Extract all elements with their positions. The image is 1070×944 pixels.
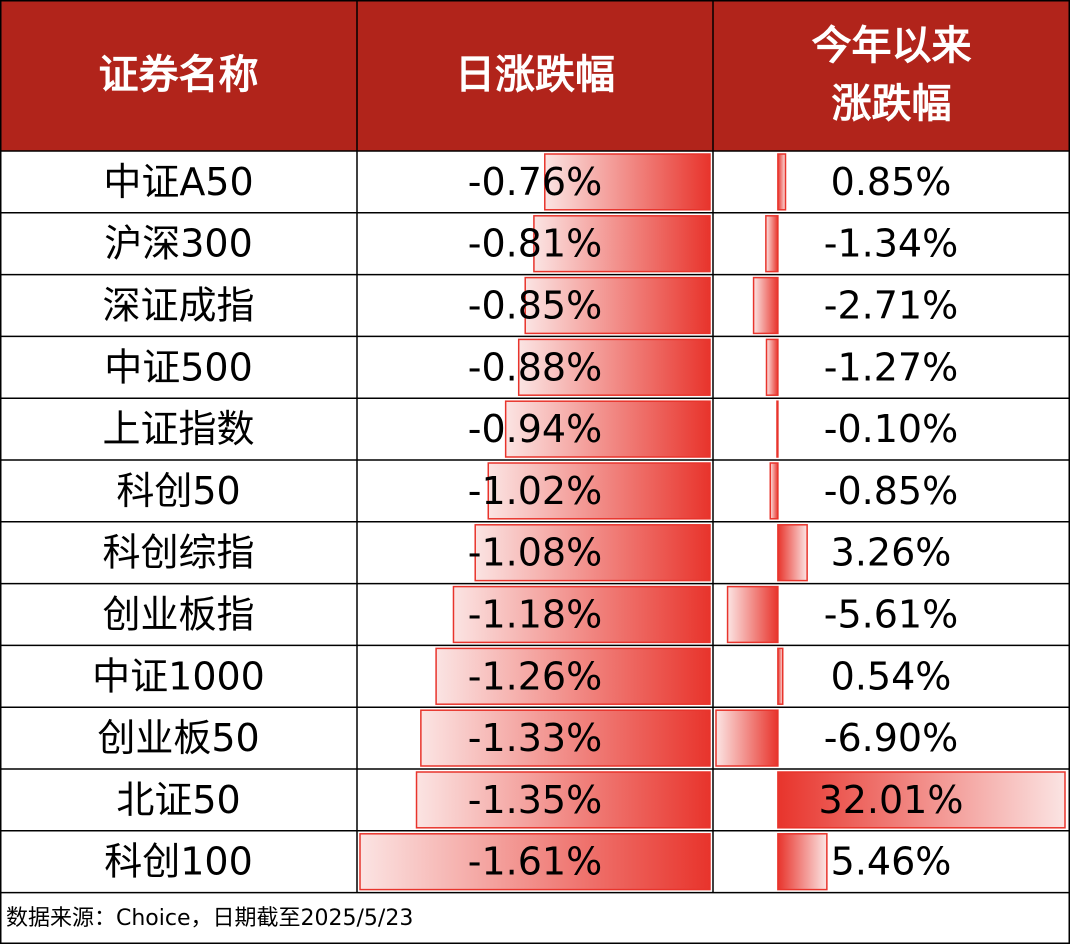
ytd-bar <box>777 524 808 582</box>
ytd-change: -2.71% <box>824 284 958 328</box>
security-name: 沪深300 <box>104 222 253 266</box>
daily-bar <box>415 771 711 829</box>
ytd-change: -0.10% <box>824 407 958 451</box>
ytd-change: -6.90% <box>824 716 958 760</box>
security-name: 创业板50 <box>97 716 259 760</box>
security-name: 北证50 <box>116 778 240 822</box>
ytd-bar <box>765 215 779 273</box>
daily-bar <box>533 215 711 273</box>
daily-bar <box>474 524 711 582</box>
header-bg <box>0 0 1070 151</box>
daily-bar <box>517 338 711 396</box>
header-label: 涨跌幅 <box>832 81 952 127</box>
daily-change: -1.26% <box>468 654 602 698</box>
daily-bar <box>452 585 711 644</box>
daily-change: -1.33% <box>468 716 602 760</box>
security-name: 创业板指 <box>102 593 254 637</box>
daily-change: -1.61% <box>468 840 602 884</box>
header-label: 今年以来 <box>812 23 972 69</box>
daily-bar <box>359 833 711 891</box>
daily-change: -1.02% <box>468 469 602 513</box>
ytd-bar <box>726 585 779 644</box>
daily-bar <box>504 400 711 458</box>
security-name: 中证A50 <box>103 160 253 204</box>
ytd-bar <box>769 462 779 520</box>
daily-change: -0.85% <box>468 284 602 328</box>
daily-change: -0.81% <box>468 222 602 266</box>
ytd-bar <box>765 338 779 396</box>
daily-change: -0.88% <box>468 345 602 389</box>
ytd-bar <box>777 153 787 211</box>
daily-bar <box>487 462 711 520</box>
ytd-bar <box>752 276 779 335</box>
ytd-change: -5.61% <box>824 593 958 637</box>
daily-bar <box>524 276 711 335</box>
security-name: 上证指数 <box>102 407 254 451</box>
ytd-change: -1.34% <box>824 222 958 266</box>
security-name: 中证500 <box>104 345 253 389</box>
ytd-bar <box>777 833 828 891</box>
ytd-change: 5.46% <box>831 840 952 884</box>
ytd-bar <box>777 647 784 705</box>
daily-bar <box>435 647 711 705</box>
security-name: 科创100 <box>104 840 253 884</box>
header-label: 证券名称 <box>99 52 259 98</box>
ytd-bar <box>776 400 779 458</box>
daily-change: -1.18% <box>468 593 602 637</box>
daily-change: -0.94% <box>468 407 602 451</box>
ytd-change: 3.26% <box>831 531 952 575</box>
footer-note: 数据来源：Choice，日期截至2025/5/23 <box>6 906 413 931</box>
ytd-change: -1.27% <box>824 345 958 389</box>
ytd-bar <box>715 709 779 767</box>
security-name: 中证1000 <box>92 654 265 698</box>
daily-bar <box>544 153 711 211</box>
ytd-bar <box>777 771 1066 829</box>
security-name: 深证成指 <box>102 284 254 328</box>
ytd-change: 0.54% <box>831 654 952 698</box>
security-name: 科创50 <box>116 469 240 513</box>
ytd-change: 32.01% <box>819 778 964 822</box>
header-label: 日涨跌幅 <box>455 52 615 98</box>
ytd-change: 0.85% <box>831 160 952 204</box>
daily-change: -1.35% <box>468 778 602 822</box>
daily-bar <box>420 709 711 767</box>
ytd-change: -0.85% <box>824 469 958 513</box>
daily-change: -1.08% <box>468 531 602 575</box>
security-name: 科创综指 <box>102 531 254 575</box>
daily-change: -0.76% <box>468 160 602 204</box>
